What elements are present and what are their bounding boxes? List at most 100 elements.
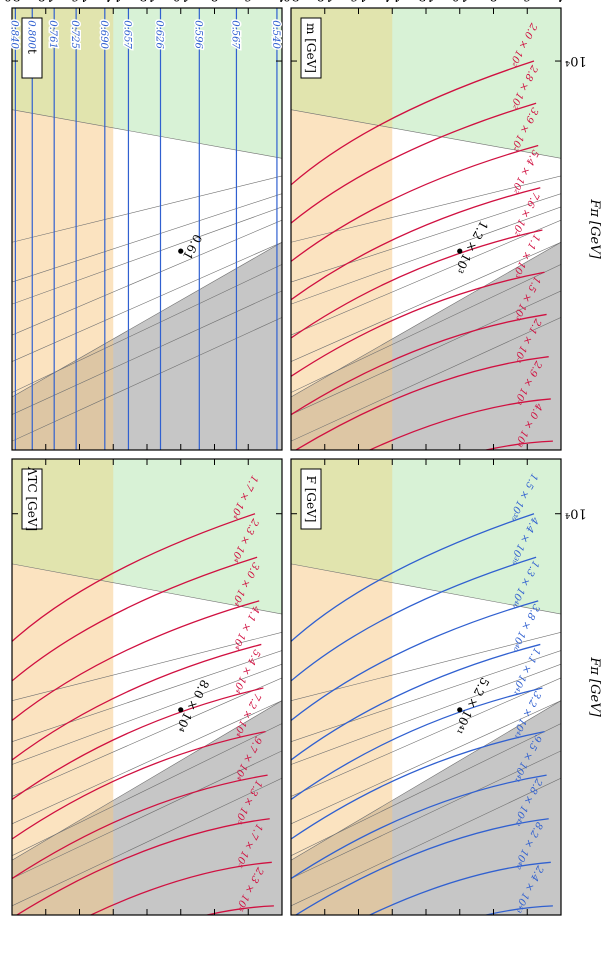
y-axis-title: Fπ [GeV] [587, 198, 602, 259]
contour-line [291, 313, 547, 416]
x-ticks [11, 459, 283, 915]
x-tick-label: 12 [139, 0, 156, 3]
quantity-label-box: ϵt [21, 17, 43, 79]
panel-bottom-right-regions [12, 8, 282, 450]
contour-label: 0.540 [270, 20, 281, 49]
quantity-label-frame [300, 468, 322, 530]
quantity-label-box: F [GeV] [300, 468, 322, 530]
x-tick-label: 4 [278, 0, 286, 3]
benchmark-point [178, 707, 184, 713]
panel-top-right-thin-lines [12, 563, 282, 907]
y-axis-title: Fπ [GeV] [587, 656, 602, 717]
y-tick-label: 10⁴ [565, 506, 587, 521]
contour-line [12, 643, 262, 761]
region-gray-orange [291, 338, 393, 450]
panel-top-right-contours [12, 513, 274, 915]
contour-label: 0.657 [121, 20, 132, 49]
panel-top-left-regions [291, 459, 561, 915]
contour-line [89, 861, 272, 915]
region-gray-orange [12, 338, 114, 450]
contour-line [291, 556, 537, 682]
contour-line [291, 600, 539, 721]
constraint-line [291, 777, 561, 907]
constraint-line [291, 193, 561, 283]
contour-line [291, 687, 543, 801]
panel-top-left-thin-lines [291, 563, 561, 907]
contour-line [294, 356, 549, 450]
contour-label: 0.725 [69, 20, 80, 49]
contour-label: 0.626 [154, 20, 165, 49]
contour-line [291, 102, 537, 224]
contour-line [291, 271, 545, 377]
constraint-line [291, 241, 561, 362]
quantity-label-frame [300, 17, 322, 79]
benchmark-point [457, 707, 463, 713]
contour-line [368, 861, 551, 915]
x-ticks [290, 8, 562, 450]
contour-line [12, 600, 260, 721]
x-tick-label: 16 [350, 0, 367, 3]
contour-label: 0.761 [47, 20, 58, 49]
contour-line [15, 818, 270, 915]
constraint-line [291, 563, 561, 615]
constraint-line [291, 700, 561, 861]
x-ticks [11, 8, 283, 450]
contour-label: 0.840 [8, 20, 19, 49]
x-tick-label: 20 [283, 0, 300, 3]
constraint-line [291, 241, 561, 398]
panel-top-left-contours [291, 513, 553, 915]
contour-label: 0.596 [192, 20, 203, 49]
x-tick-label: 18 [37, 0, 54, 3]
panel-bottom-right-contours [14, 8, 278, 450]
contour-line [204, 905, 274, 915]
quantity-label-box: m [GeV] [300, 17, 322, 79]
constraint-line [291, 219, 561, 336]
contour-line [291, 187, 541, 301]
contour-line [12, 730, 266, 840]
constraint-line [12, 677, 282, 797]
x-tick-label: 4 [557, 0, 565, 3]
constraint-line [12, 700, 282, 825]
contour-line [12, 774, 268, 880]
quantity-label: ΛTC [GeV] [25, 466, 39, 531]
contour-line [12, 687, 264, 801]
contour-line [483, 440, 553, 450]
contour-layer [12, 8, 561, 915]
contour-line [12, 556, 258, 682]
constraint-line [291, 663, 561, 765]
constraint-line [291, 700, 561, 825]
constraint-line [12, 663, 282, 765]
contour-line [291, 144, 539, 262]
x-tick-label: 6 [244, 0, 252, 3]
x-tick-label: 18 [316, 0, 333, 3]
contour-line [291, 513, 535, 642]
region-gray-orange [12, 800, 114, 915]
constraint-line [291, 206, 561, 305]
constraint-line [291, 109, 561, 159]
contour-line [483, 905, 553, 915]
contour-line [291, 774, 547, 880]
benchmark-point [178, 248, 184, 254]
contour-label: 0.800 [25, 20, 36, 49]
constraint-line [291, 290, 561, 415]
x-ticks [290, 459, 562, 915]
x-tick-label: 20 [4, 0, 21, 3]
panel-bottom-left-thin-lines [291, 109, 561, 442]
constraint-line [291, 750, 561, 879]
x-tick-label: 14 [105, 0, 122, 3]
contour-line [294, 818, 549, 915]
quantity-label: F [GeV] [304, 476, 318, 523]
background-layer [12, 8, 561, 915]
x-tick-label: 6 [523, 0, 531, 3]
frame-layer: F [GeV] ΛTC [GeV] m [GeV] ϵt [11, 7, 562, 916]
x-tick-label: 8 [210, 0, 218, 3]
constraint-line [291, 677, 561, 797]
x-tick-label: 12 [418, 0, 435, 3]
x-tick-label: 10 [451, 0, 468, 3]
x-tick-label: 14 [384, 0, 401, 3]
rotated-figure: F [GeV]ΛTC [GeV]m [GeV]ϵt 2.4 × 10⁴³8.2 … [4, 0, 602, 916]
x-tick-label: 8 [489, 0, 497, 3]
contour-label: 0.567 [229, 20, 240, 49]
constraint-line [291, 650, 561, 743]
